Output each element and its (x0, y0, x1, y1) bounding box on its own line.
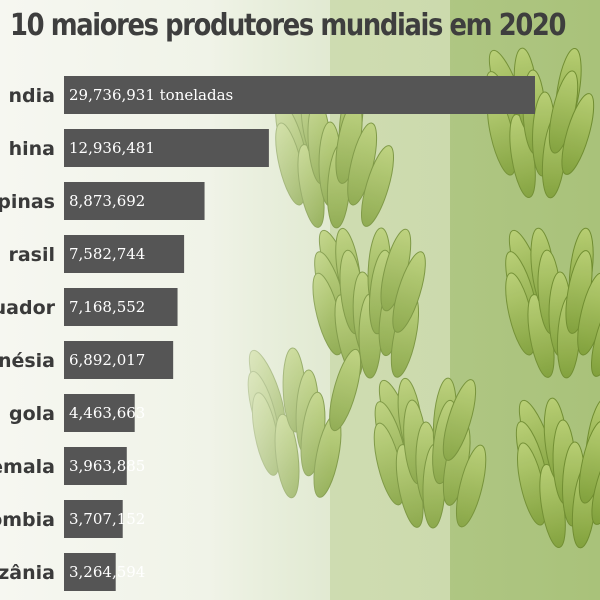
bar (64, 500, 123, 538)
category-label: emala (0, 456, 55, 478)
bar (64, 76, 535, 114)
bar (64, 129, 269, 167)
category-label: hina (9, 138, 55, 160)
bar (64, 394, 135, 432)
bar (64, 553, 116, 591)
category-label: gola (9, 403, 55, 425)
category-label: ômbia (0, 509, 55, 531)
category-label: pinas (0, 191, 55, 213)
category-label: onésia (0, 350, 55, 372)
value-label: 7,582,744 (69, 245, 145, 263)
value-label: 3,707,152 (69, 510, 145, 528)
category-label: zânia (0, 562, 55, 584)
value-label: 29,736,931 toneladas (69, 86, 233, 104)
value-label: 8,873,692 (69, 192, 145, 210)
bar (64, 341, 174, 379)
bar (64, 182, 205, 220)
value-label: 4,463,663 (69, 404, 145, 422)
category-label: uador (0, 297, 56, 319)
value-label: 3,264,594 (69, 563, 145, 581)
bar (64, 288, 178, 326)
category-label: rasil (8, 244, 55, 266)
chart-title: 10 maiores produtores mundiais em 2020 (10, 8, 566, 43)
bar (64, 447, 127, 485)
bar (64, 235, 185, 273)
category-label: ndia (9, 85, 55, 107)
value-label: 12,936,481 (69, 139, 155, 157)
value-label: 7,168,552 (69, 298, 145, 316)
value-label: 3,963,885 (69, 457, 145, 475)
value-label: 6,892,017 (69, 351, 145, 369)
